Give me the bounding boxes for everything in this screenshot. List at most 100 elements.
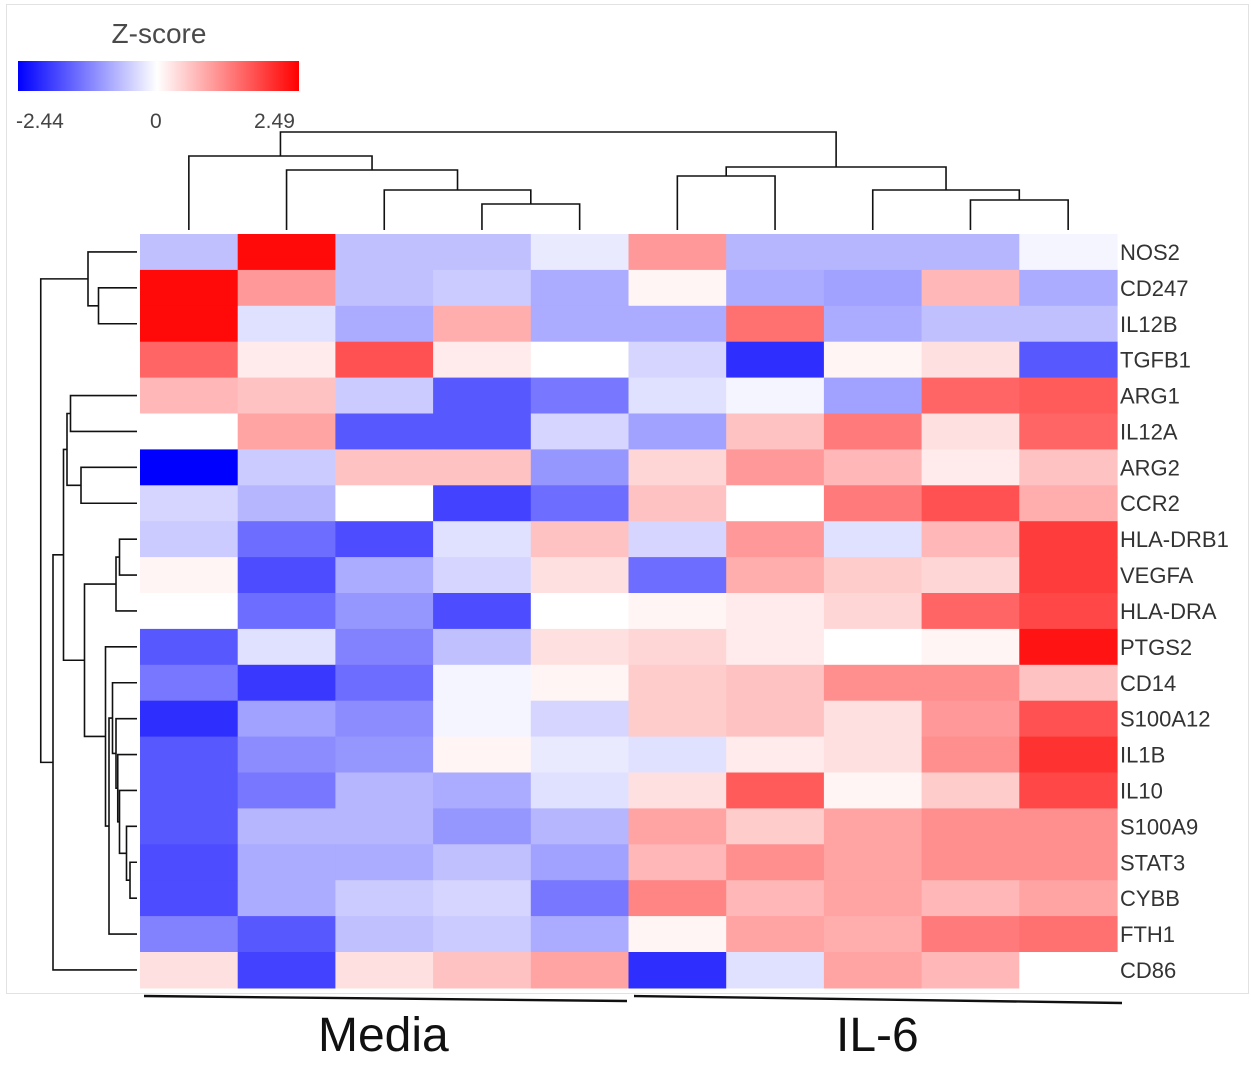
row-dendrogram-branch [69,394,137,433]
heatmap-cell [921,628,1020,666]
heatmap-cell [433,772,532,809]
heatmap-cell [433,952,532,989]
heatmap-cell [726,593,825,630]
heatmap-cell [726,736,825,774]
heatmap-cell [433,234,532,271]
heatmap-cell [1019,269,1118,307]
row-label: S100A12 [1120,707,1211,732]
heatmap-cell [530,557,630,594]
heatmap-cell [140,449,239,486]
heatmap-cell [433,916,532,953]
heatmap-cell [237,377,336,415]
heatmap-cell [726,880,825,917]
heatmap-cell [921,557,1020,594]
heatmap-cell [921,808,1020,845]
heatmap-cell [921,305,1020,343]
heatmap-cell [628,628,727,666]
row-label: STAT3 [1120,850,1185,875]
heatmap-cell [433,305,532,343]
heatmap-cell [726,700,825,738]
heatmap-cell [237,593,336,630]
heatmap-cell [1019,880,1118,917]
heatmap-cell [530,916,630,953]
heatmap-cell [140,952,239,989]
heatmap-cell [823,772,923,809]
heatmap-cell [237,736,336,774]
heatmap-cell [726,269,825,307]
heatmap-cell [1019,628,1118,666]
row-label: CD14 [1120,671,1176,696]
heatmap-cell [140,269,239,307]
heatmap-cell [237,557,336,594]
heatmap-cell [823,449,923,486]
heatmap-cell [1019,521,1118,558]
heatmap-cell [140,341,239,379]
row-label: NOS2 [1120,240,1180,265]
heatmap-cell [628,844,727,881]
heatmap-cell [335,593,434,630]
heatmap-cell [335,413,434,450]
row-label: IL10 [1120,779,1163,804]
heatmap-cell [921,269,1020,307]
heatmap-cell [530,736,630,774]
row-dendrogram-branch [87,251,137,307]
heatmap-cell [921,521,1020,558]
row-dendrogram-branch [115,717,137,790]
heatmap-cell [726,628,825,666]
heatmap-cell [530,305,630,343]
heatmap-cell [823,341,923,379]
heatmap-cell [823,485,923,522]
heatmap-cell [237,449,336,486]
heatmap-cell [530,700,630,738]
heatmap-cell [628,413,727,450]
column-dendrogram-branch [871,189,1021,230]
column-dendrogram-branch [383,189,532,230]
heatmap-cell [1019,485,1118,522]
row-dendrogram-branch [39,278,88,764]
heatmap-cell [335,341,434,379]
heatmap-cell [335,808,434,845]
heatmap-cell [530,664,630,702]
heatmap-cell [335,952,434,989]
heatmap-cell [628,305,727,343]
row-dendrogram-branch [118,789,137,855]
heatmap-cell [921,952,1020,989]
heatmap-cell [530,521,630,558]
heatmap-cell [726,305,825,343]
heatmap-cell [823,916,923,953]
heatmap-cell [530,952,630,989]
heatmap-cell [335,234,434,271]
column-dendrogram-branch [676,175,776,230]
row-label: CD247 [1120,276,1188,301]
heatmap-cell [726,413,825,450]
heatmap-cell [530,628,630,666]
heatmap-cell [823,880,923,917]
heatmap-cell [921,377,1020,415]
heatmap-cell [726,521,825,558]
heatmap-cell [921,736,1020,774]
heatmap-cell [433,413,532,450]
heatmap-cell [823,700,923,738]
group-bar-il6 [633,994,1123,1005]
heatmap-cell [335,700,434,738]
row-label: PTGS2 [1120,635,1192,660]
heatmap-cell [335,485,434,522]
heatmap-cell [823,521,923,558]
heatmap-cell [921,593,1020,630]
legend-mid-label: 0 [150,110,162,133]
heatmap-cell [140,844,239,881]
heatmap-cell [628,916,727,953]
heatmap-cell [140,377,239,415]
heatmap-cell [530,485,630,522]
heatmap-cell [1019,844,1118,881]
heatmap-cell [1019,736,1118,774]
heatmap-cell [140,234,239,271]
heatmap-cell [433,844,532,881]
heatmap-cell [628,664,727,702]
heatmap-cell [1019,557,1118,594]
heatmap-cell [628,269,727,307]
heatmap-cell [921,413,1020,450]
heatmap-cell [628,593,727,630]
heatmap-cell [140,772,239,809]
